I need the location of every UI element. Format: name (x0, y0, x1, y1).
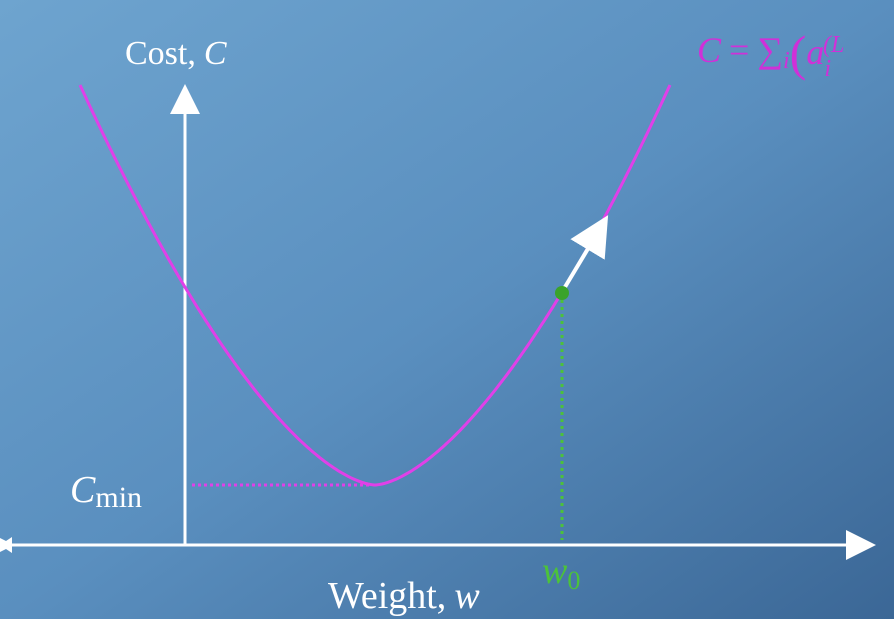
formula-equals: = (729, 30, 749, 70)
x-axis-word: Weight, (328, 575, 446, 617)
gradient-arrow (560, 215, 609, 294)
y-axis-label: Cost, C (125, 35, 227, 72)
cost-formula: C = ∑i(ai(L (697, 25, 844, 82)
current-point (555, 286, 569, 300)
y-axis-word: Cost, (125, 35, 196, 72)
w0-label: w0 (542, 550, 580, 595)
formula-sum: ∑ (757, 30, 783, 70)
y-axis-symbol: C (204, 35, 227, 72)
w0-subscript: 0 (567, 566, 580, 595)
cmin-symbol: C (70, 469, 96, 511)
cmin-label: Cmin (70, 469, 142, 514)
x-axis-label: Weight, w (328, 575, 480, 617)
formula-lhs: C (697, 30, 722, 70)
x-axis-left-arrow (0, 537, 12, 553)
formula-paren: ( (790, 25, 807, 81)
w0-symbol: w (542, 550, 568, 592)
formula-term-sub: i (824, 56, 831, 82)
formula-sum-index: i (783, 48, 790, 74)
x-axis-symbol: w (454, 575, 480, 617)
formula-term: a (806, 32, 824, 72)
formula-term-sup: (L (823, 32, 844, 58)
cmin-subscript: min (95, 481, 142, 514)
